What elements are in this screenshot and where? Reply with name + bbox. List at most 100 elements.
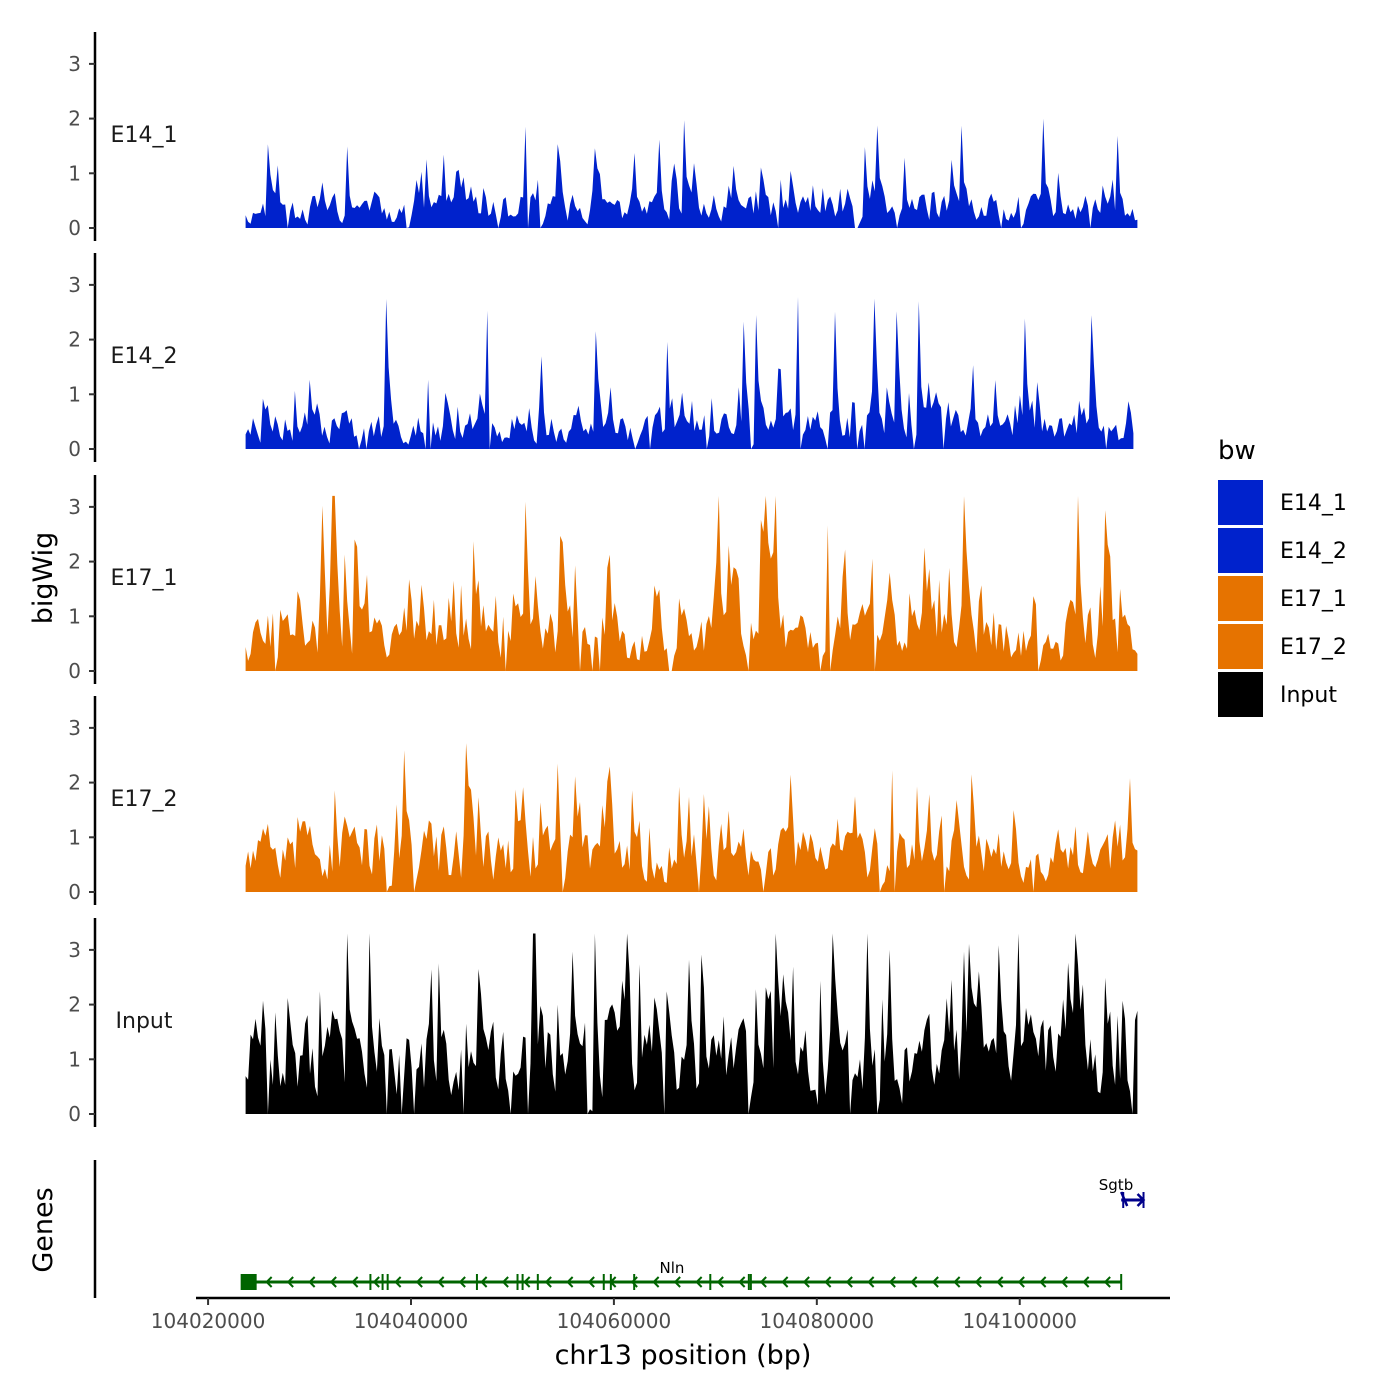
strand-chevron (437, 1276, 445, 1288)
strand-chevron (1103, 1276, 1111, 1288)
strand-chevron (265, 1276, 273, 1288)
track-panels: 0 1 2 3 E14_1 0 1 2 3 E14_2 0 1 2 3 E17_1 0 1 2 3 E17_2 0 1 2 3… (68, 32, 1138, 1127)
gene-arrowhead (1136, 1193, 1146, 1207)
legend: bw E14_1 E14_2 E17_1 E17_2 Input (1218, 436, 1347, 717)
strand-chevron (802, 1276, 810, 1288)
track-E17_2: 0 1 2 3 E17_2 (68, 696, 1138, 905)
strand-chevron (480, 1276, 488, 1288)
legend-label-E17_1: E17_1 (1280, 587, 1347, 612)
strand-chevron (974, 1276, 982, 1288)
x-tick-label: 104060000 (557, 1309, 672, 1333)
strand-chevron (286, 1276, 294, 1288)
y-tick-label: 1 (68, 825, 81, 849)
strand-chevron (845, 1276, 853, 1288)
strand-chevron (888, 1276, 896, 1288)
strand-chevron (759, 1276, 767, 1288)
y-tick-label: 3 (68, 52, 81, 76)
signal-area-E17_1 (245, 495, 1138, 671)
strand-chevron (910, 1276, 918, 1288)
strand-chevron (351, 1276, 359, 1288)
track-label-E14_1: E14_1 (111, 123, 178, 148)
y-tick-label: 2 (68, 993, 81, 1017)
signal-area-Input (245, 933, 1138, 1114)
legend-key-E14_1 (1218, 480, 1263, 525)
strand-chevron (953, 1276, 961, 1288)
strand-chevron (673, 1276, 681, 1288)
legend-label-Input: Input (1280, 683, 1337, 708)
legend-label-E14_1: E14_1 (1280, 491, 1347, 516)
y-tick-label: 3 (68, 273, 81, 297)
strand-chevron (1082, 1276, 1090, 1288)
signal-area-E14_1 (245, 118, 1138, 228)
signal-area-E17_2 (245, 743, 1138, 892)
y-tick-label: 3 (68, 495, 81, 519)
y-axis-title: bigWig (28, 532, 59, 625)
legend-label-E17_2: E17_2 (1280, 635, 1347, 660)
signal-area-E14_2 (245, 297, 1134, 449)
strand-chevron (716, 1276, 724, 1288)
x-tick-label: 104080000 (760, 1309, 875, 1333)
track-Input: 0 1 2 3 Input (68, 918, 1138, 1127)
legend-key-E14_2 (1218, 528, 1263, 573)
strand-chevron (867, 1276, 875, 1288)
strand-chevron (308, 1276, 316, 1288)
strand-chevron (652, 1276, 660, 1288)
legend-key-E17_1 (1218, 576, 1263, 621)
track-label-E17_1: E17_1 (111, 566, 178, 591)
gene-start-mark (1120, 1191, 1129, 1207)
x-tick-label: 104040000 (354, 1309, 469, 1333)
y-tick-label: 1 (68, 161, 81, 185)
strand-chevron (738, 1276, 746, 1288)
y-tick-label: 2 (68, 771, 81, 795)
strand-chevron (781, 1276, 789, 1288)
y-tick-label: 2 (68, 550, 81, 574)
strand-chevron (458, 1276, 466, 1288)
track-E14_1: 0 1 2 3 E14_1 (68, 32, 1138, 241)
strand-chevron (566, 1276, 574, 1288)
x-axis-title: chr13 position (bp) (555, 1340, 812, 1371)
strand-chevron (372, 1276, 380, 1288)
genes-panel: Nln Sgtb (93, 1160, 1146, 1298)
legend-key-Input (1218, 672, 1263, 717)
strand-chevron (1039, 1276, 1047, 1288)
y-tick-label: 3 (68, 716, 81, 740)
strand-chevron (695, 1276, 703, 1288)
gene-label-Nln: Nln (660, 1259, 685, 1277)
strand-chevron (824, 1276, 832, 1288)
legend-key-E17_2 (1218, 624, 1263, 669)
gene-label-Sgtb: Sgtb (1099, 1176, 1133, 1194)
track-label-Input: Input (116, 1009, 173, 1034)
y-tick-label: 1 (68, 382, 81, 406)
strand-chevron (544, 1276, 552, 1288)
y-tick-label: 2 (68, 107, 81, 131)
strand-chevron (415, 1276, 423, 1288)
x-tick-label: 104020000 (151, 1309, 266, 1333)
gene-start-box (240, 1274, 257, 1290)
track-label-E17_2: E17_2 (111, 787, 178, 812)
strand-chevron (394, 1276, 402, 1288)
y-tick-label: 0 (68, 659, 81, 683)
strand-chevron (587, 1276, 595, 1288)
legend-title: bw (1218, 436, 1256, 466)
y-tick-label: 0 (68, 1102, 81, 1126)
strand-chevron (630, 1276, 638, 1288)
gene-Nln: Nln (240, 1259, 1123, 1290)
y-tick-label: 0 (68, 437, 81, 461)
x-axis: 104020000 104040000 104060000 104080000 1041… (151, 1296, 1170, 1333)
y-tick-label: 3 (68, 938, 81, 962)
track-E14_2: 0 1 2 3 E14_2 (68, 253, 1134, 462)
track-E17_1: 0 1 2 3 E17_1 (68, 475, 1138, 684)
legend-label-E14_2: E14_2 (1280, 539, 1347, 564)
strand-chevron (329, 1276, 337, 1288)
x-tick-label: 104100000 (962, 1309, 1077, 1333)
y-tick-label: 1 (68, 1047, 81, 1071)
y-tick-label: 0 (68, 880, 81, 904)
y-tick-label: 2 (68, 328, 81, 352)
strand-chevron (1060, 1276, 1068, 1288)
strand-chevron (523, 1276, 531, 1288)
strand-chevron (501, 1276, 509, 1288)
y-tick-label: 0 (68, 216, 81, 240)
strand-chevron (1017, 1276, 1025, 1288)
